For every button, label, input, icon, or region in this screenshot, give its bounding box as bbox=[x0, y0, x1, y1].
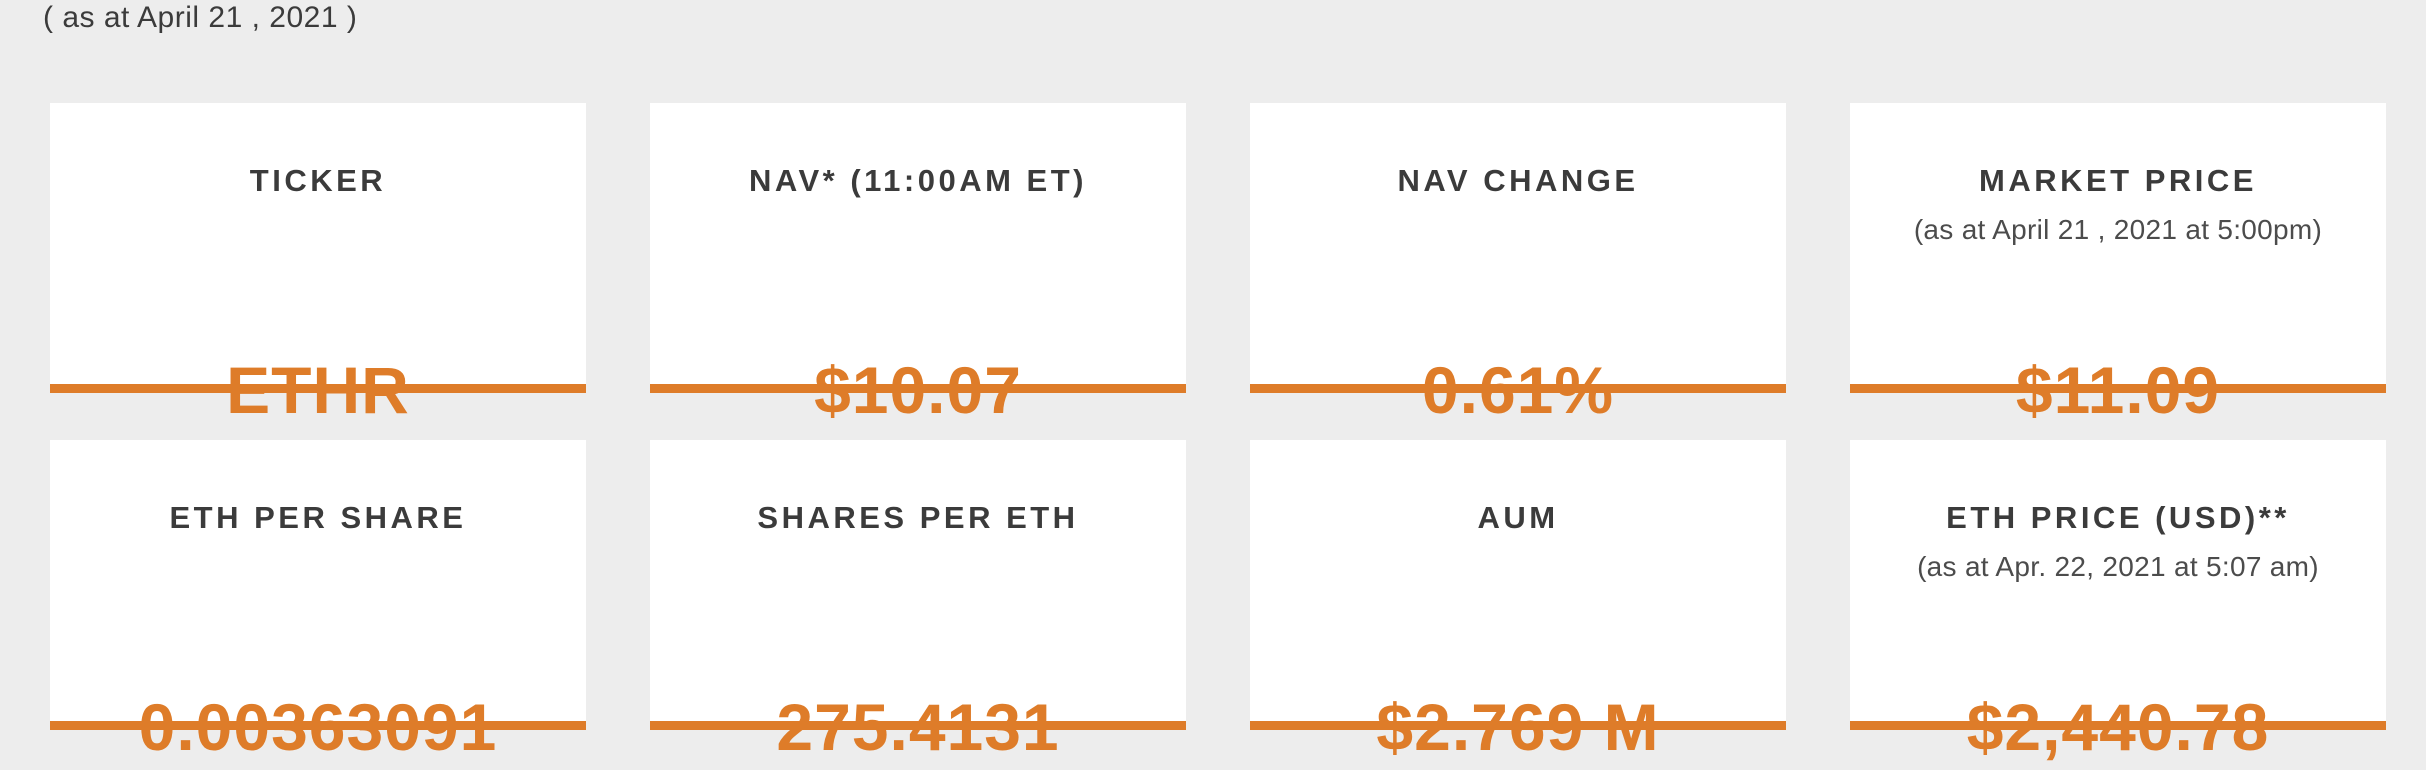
stat-card-nav: NAV* (11:00AM ET) $10.07 bbox=[650, 103, 1186, 423]
card-label: NAV* (11:00AM ET) bbox=[749, 163, 1087, 198]
stat-card-eth-price: ETH PRICE (USD)** (as at Apr. 22, 2021 a… bbox=[1850, 440, 2386, 760]
card-subtitle: (as at Apr. 22, 2021 at 5:07 am) bbox=[1917, 551, 2319, 582]
card-label: TICKER bbox=[249, 163, 387, 198]
stat-card-shares-per-eth: SHARES PER ETH 275.4131 bbox=[650, 440, 1186, 760]
stat-card-aum: AUM $2.769 M bbox=[1250, 440, 1786, 760]
stat-card-eth-per-share: ETH PER SHARE 0.00363091 bbox=[50, 440, 586, 760]
card-label: AUM bbox=[1477, 500, 1559, 535]
accent-bar bbox=[50, 721, 586, 730]
card-label: ETH PER SHARE bbox=[169, 500, 467, 535]
stat-card-market-price: MARKET PRICE (as at April 21 , 2021 at 5… bbox=[1850, 103, 2386, 423]
stat-card-nav-change: NAV CHANGE 0.61% bbox=[1250, 103, 1786, 423]
stat-card-ticker: TICKER ETHR bbox=[50, 103, 586, 423]
card-label: NAV CHANGE bbox=[1397, 163, 1639, 198]
accent-bar bbox=[1250, 384, 1786, 393]
card-label: MARKET PRICE bbox=[1979, 163, 2257, 198]
as-at-date-label: ( as at April 21 , 2021 ) bbox=[43, 1, 358, 34]
card-label: ETH PRICE (USD)** bbox=[1946, 500, 2290, 535]
accent-bar bbox=[1850, 721, 2386, 730]
card-subtitle: (as at April 21 , 2021 at 5:00pm) bbox=[1913, 214, 2323, 245]
card-label: SHARES PER ETH bbox=[757, 500, 1079, 535]
stat-cards-grid: TICKER ETHR NAV* (11:00AM ET) $10.07 NAV… bbox=[50, 103, 2386, 760]
accent-bar bbox=[1850, 384, 2386, 393]
accent-bar bbox=[50, 384, 586, 393]
accent-bar bbox=[650, 384, 1186, 393]
accent-bar bbox=[1250, 721, 1786, 730]
accent-bar bbox=[650, 721, 1186, 730]
